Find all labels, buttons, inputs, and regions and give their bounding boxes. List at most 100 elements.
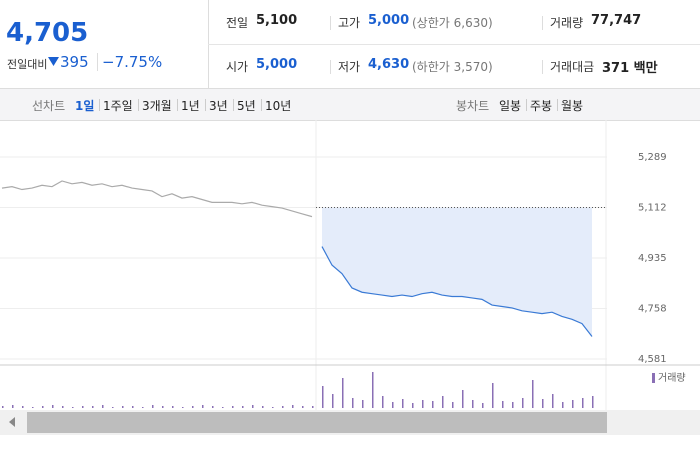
divider bbox=[208, 44, 700, 45]
period-tab[interactable]: 월봉 bbox=[561, 99, 584, 113]
volume-bar bbox=[412, 403, 414, 408]
volume-bar bbox=[222, 407, 224, 408]
divider bbox=[542, 60, 543, 74]
field-label: 저가 bbox=[338, 60, 361, 74]
divider bbox=[177, 99, 178, 111]
period-tab[interactable]: 3년 bbox=[209, 99, 228, 113]
volume-bar bbox=[482, 403, 484, 408]
field-label: 시가 bbox=[226, 60, 249, 74]
field-label: 거래대금 bbox=[550, 60, 595, 74]
volume-bar bbox=[212, 406, 214, 408]
volume-bar bbox=[502, 401, 504, 408]
volume-bar bbox=[492, 383, 494, 408]
price-line bbox=[1, 180, 313, 218]
volume-bar bbox=[192, 406, 194, 408]
volume-bar bbox=[542, 399, 544, 408]
volume-bar bbox=[62, 406, 64, 408]
volume-bar bbox=[522, 398, 524, 408]
volume-bar bbox=[232, 406, 234, 408]
quote-header: 4,705 전일대비 395 −7.75% 전일 5,100 고가 5,000 (상한가… bbox=[0, 0, 700, 89]
volume-bar bbox=[362, 400, 364, 408]
divider bbox=[330, 60, 331, 74]
volume-bar bbox=[182, 407, 184, 408]
divider bbox=[542, 16, 543, 30]
volume-bar bbox=[302, 406, 304, 408]
volume-bar bbox=[372, 372, 374, 408]
field-value: 371 백만 bbox=[602, 61, 658, 76]
volume-bar bbox=[52, 405, 54, 408]
volume-bar bbox=[172, 406, 174, 408]
period-tab[interactable]: 주봉 bbox=[530, 99, 553, 113]
y-tick-label: 4,581 bbox=[638, 354, 667, 365]
volume-bar bbox=[572, 400, 574, 408]
price: 4,705 bbox=[6, 18, 89, 48]
field-value: 5,000 bbox=[256, 57, 298, 72]
field-label: 거래량 bbox=[550, 16, 584, 30]
period-tab[interactable]: 일봉 bbox=[499, 99, 522, 113]
divider bbox=[205, 99, 206, 111]
volume-bar bbox=[262, 406, 264, 408]
divider bbox=[526, 99, 527, 111]
volume-bar bbox=[332, 394, 334, 408]
volume-bar bbox=[472, 400, 474, 408]
volume-bar bbox=[22, 406, 24, 408]
period-tab[interactable]: 1년 bbox=[181, 99, 200, 113]
volume-bar bbox=[282, 406, 284, 408]
volume-bar bbox=[2, 406, 4, 408]
change: 395 bbox=[60, 53, 89, 71]
volume-bar bbox=[152, 405, 154, 408]
volume-bar bbox=[422, 400, 424, 408]
volume-bar bbox=[12, 405, 14, 408]
volume-bar bbox=[552, 394, 554, 408]
divider bbox=[330, 16, 331, 30]
price-line bbox=[321, 246, 593, 337]
divider bbox=[233, 99, 234, 111]
legend-swatch bbox=[652, 373, 655, 383]
volume-bar bbox=[342, 378, 344, 408]
nav-label: 봉차트 bbox=[456, 99, 490, 113]
volume-bar bbox=[122, 406, 124, 408]
volume-bar bbox=[462, 390, 464, 408]
scroll-left bbox=[9, 417, 15, 427]
volume-bar bbox=[562, 402, 564, 408]
volume-bar bbox=[292, 405, 294, 408]
volume-bar bbox=[442, 396, 444, 408]
volume-bar bbox=[72, 407, 74, 408]
volume-bar bbox=[142, 407, 144, 408]
y-tick-label: 4,935 bbox=[638, 253, 667, 264]
volume-bar bbox=[402, 399, 404, 408]
divider bbox=[99, 99, 100, 111]
period-tab[interactable]: 5년 bbox=[237, 99, 256, 113]
scroll-thumb[interactable] bbox=[27, 412, 607, 433]
area-fill bbox=[322, 207, 592, 337]
y-tick-label: 4,758 bbox=[638, 304, 667, 315]
volume-bar bbox=[82, 406, 84, 408]
period-tab[interactable]: 1일 bbox=[75, 99, 95, 113]
volume-bar bbox=[162, 406, 164, 408]
volume-bar bbox=[92, 406, 94, 408]
y-tick-label: 5,112 bbox=[638, 203, 667, 214]
field-value: 77,747 bbox=[591, 13, 642, 28]
volume-bar bbox=[432, 401, 434, 408]
volume-bar bbox=[452, 402, 454, 408]
volume-bar bbox=[202, 405, 204, 408]
volume-bar bbox=[512, 402, 514, 408]
period-tab[interactable]: 10년 bbox=[265, 99, 292, 113]
volume-bar bbox=[32, 407, 34, 408]
field-value: 4,630 bbox=[368, 57, 410, 72]
volume-bar bbox=[322, 386, 324, 408]
volume-bar bbox=[582, 398, 584, 408]
volume-bar bbox=[352, 398, 354, 408]
volume-bar bbox=[382, 396, 384, 408]
volume-bar bbox=[532, 380, 534, 408]
period-tab[interactable]: 3개월 bbox=[142, 99, 172, 113]
field-label: 전일 bbox=[226, 16, 249, 30]
y-tick-label: 5,289 bbox=[638, 152, 667, 163]
field-note: (하한가 3,570) bbox=[412, 60, 493, 74]
field-label: 고가 bbox=[338, 16, 361, 30]
volume-bar bbox=[592, 396, 594, 408]
period-tab[interactable]: 1주일 bbox=[103, 99, 133, 113]
legend-label: 거래량 bbox=[658, 372, 686, 384]
change-pct: −7.75% bbox=[97, 53, 162, 71]
